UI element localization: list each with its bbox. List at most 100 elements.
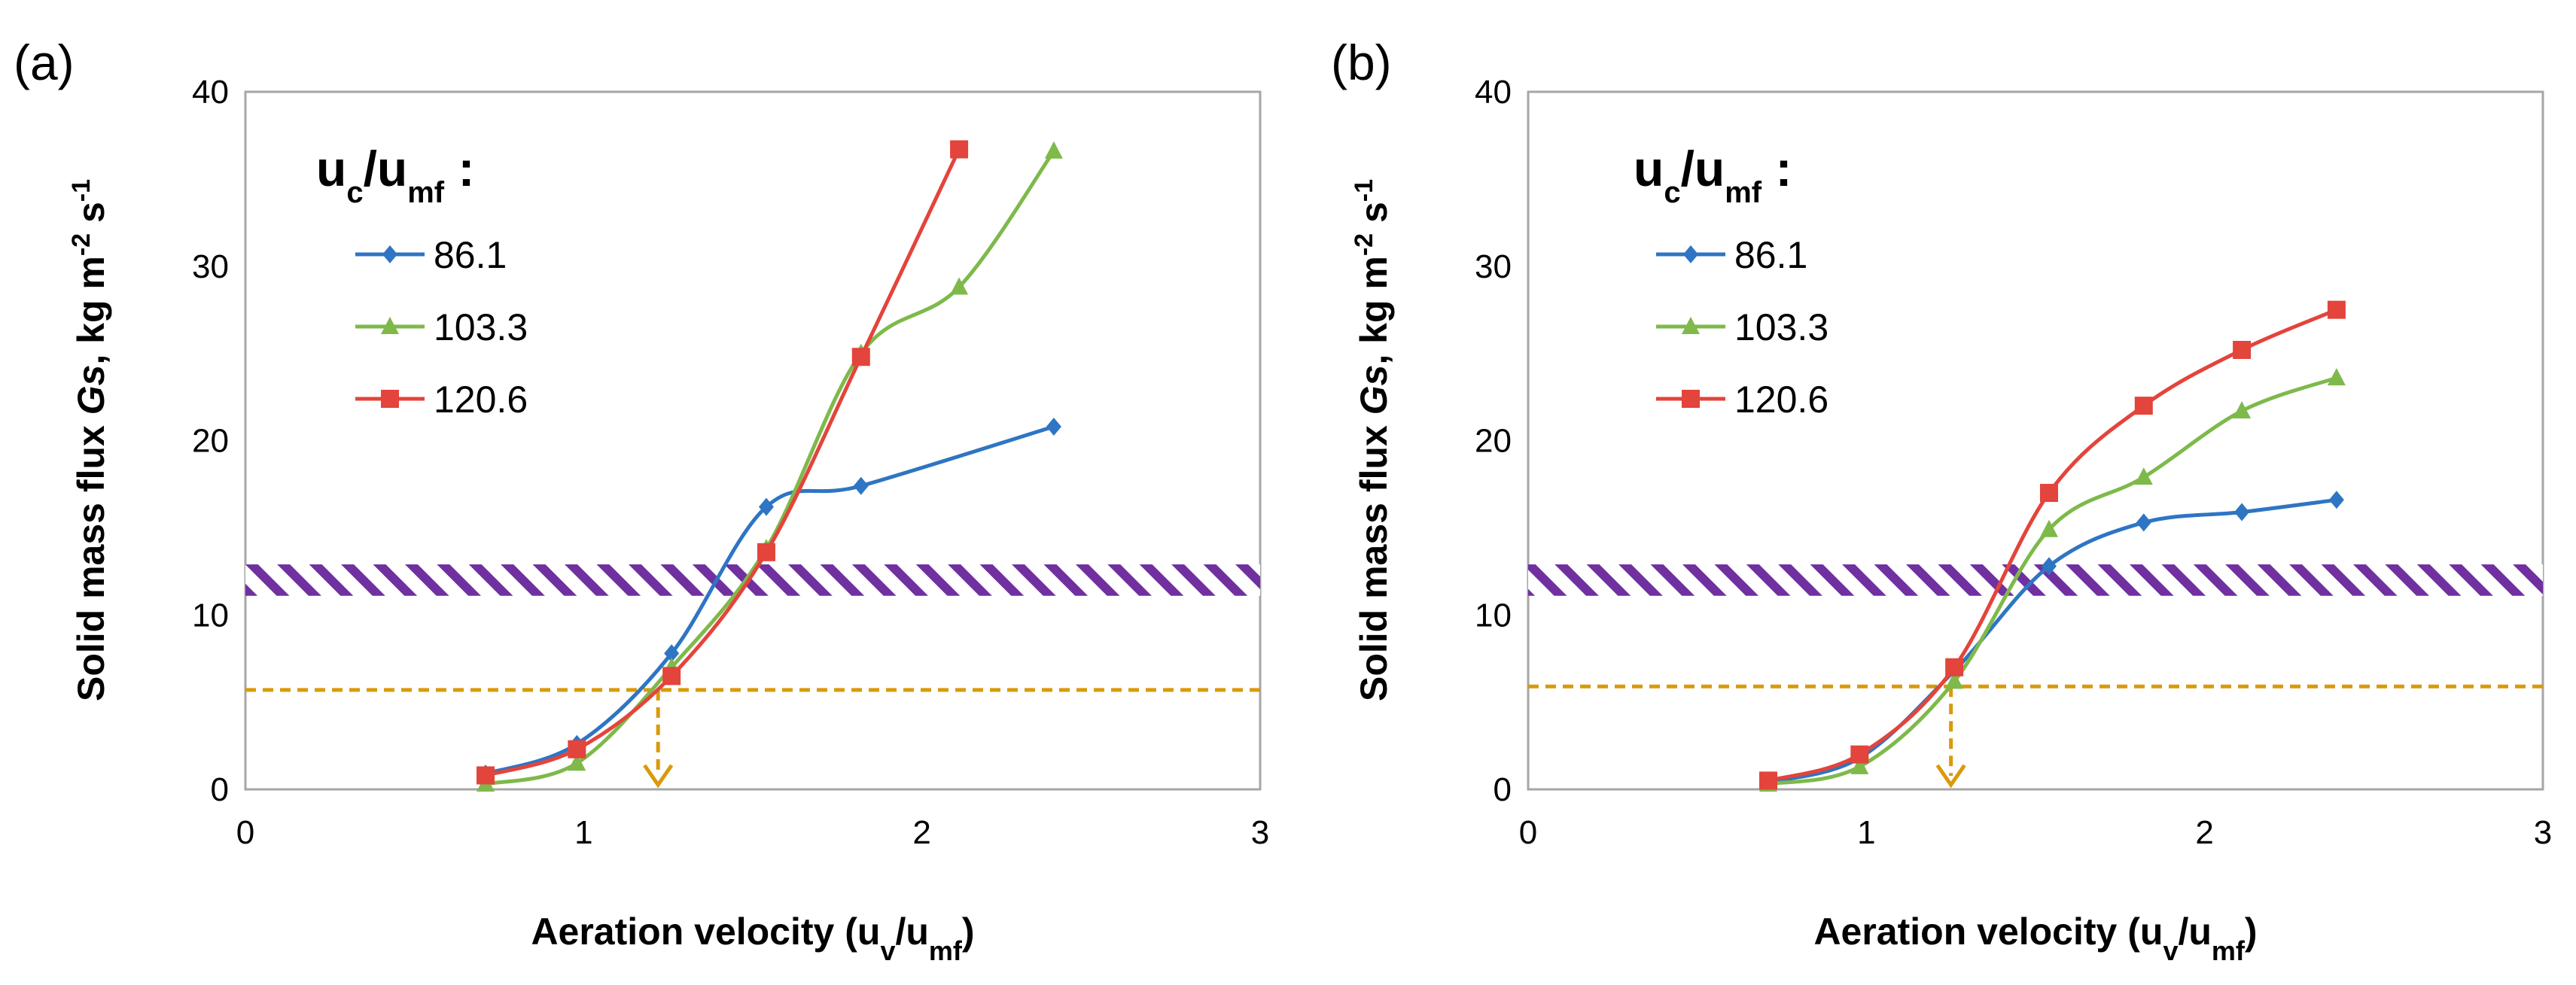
x-axis-title-end: ) bbox=[962, 911, 975, 953]
data-point-120.6 bbox=[950, 140, 969, 159]
legend-label-120.6: 120.6 bbox=[1734, 378, 1828, 421]
y-axis-title-exp2: -1 bbox=[67, 179, 96, 202]
x-axis-title-mid: /u bbox=[895, 911, 928, 953]
legend-title: uc/umf : bbox=[316, 141, 474, 209]
legend-marker-86.1 bbox=[382, 245, 397, 263]
y-tick-label: 30 bbox=[192, 248, 229, 285]
x-axis-title-end: ) bbox=[2245, 911, 2258, 953]
data-point-120.6 bbox=[1945, 658, 1964, 676]
y-tick-label: 40 bbox=[1475, 74, 1512, 111]
legend-marker-120.6 bbox=[1682, 390, 1700, 408]
x-axis-tick-labels: 0 1 2 3 bbox=[1519, 814, 2552, 851]
legend-title-mid: /u bbox=[364, 141, 408, 196]
x-axis-title-main: Aeration velocity (u bbox=[531, 911, 880, 953]
data-point-103.3 bbox=[2134, 467, 2153, 485]
legend-title-end: : bbox=[444, 141, 474, 196]
threshold-arrowhead-icon bbox=[643, 764, 674, 789]
x-tick-label: 1 bbox=[574, 814, 592, 851]
y-axis-title-exp1: -2 bbox=[1350, 233, 1378, 256]
legend-label-103.3: 103.3 bbox=[1734, 306, 1828, 348]
threshold-arrowhead-icon bbox=[1935, 764, 1966, 789]
data-point-103.3 bbox=[950, 277, 969, 295]
data-point-120.6 bbox=[662, 667, 681, 686]
y-tick-label: 40 bbox=[192, 74, 229, 111]
y-axis-title-main: Solid mass flux bbox=[1353, 415, 1395, 701]
data-point-86.1 bbox=[1046, 417, 1061, 436]
x-axis-title-mid: /u bbox=[2178, 911, 2211, 953]
legend-title-u: u bbox=[316, 141, 346, 196]
y-tick-label: 30 bbox=[1475, 248, 1512, 285]
y-axis-title-main: Solid mass flux bbox=[70, 415, 112, 701]
data-point-120.6 bbox=[2134, 397, 2153, 415]
data-point-86.1 bbox=[853, 476, 869, 495]
x-axis-tick-labels: 0 1 2 3 bbox=[236, 814, 1269, 851]
legend-title-u: u bbox=[1634, 141, 1664, 196]
y-tick-label: 20 bbox=[1475, 423, 1512, 460]
x-axis-title: Aeration velocity (uv/umf) bbox=[531, 911, 974, 966]
legend-label-103.3: 103.3 bbox=[434, 306, 528, 348]
data-point-86.1 bbox=[2328, 491, 2344, 509]
data-point-120.6 bbox=[2233, 340, 2252, 359]
legend-title: uc/umf : bbox=[1634, 141, 1792, 209]
data-point-103.3 bbox=[1044, 141, 1063, 159]
legend-title-sub1: c bbox=[346, 176, 363, 209]
x-tick-label: 2 bbox=[912, 814, 930, 851]
x-tick-label: 0 bbox=[236, 814, 254, 851]
series-lines bbox=[1759, 300, 2346, 792]
y-axis-title-s: s bbox=[1353, 202, 1395, 233]
x-tick-label: 3 bbox=[1251, 814, 1269, 851]
data-point-103.3 bbox=[2233, 401, 2252, 419]
data-point-120.6 bbox=[851, 348, 870, 366]
legend-label-86.1: 86.1 bbox=[1734, 234, 1807, 276]
x-tick-label: 0 bbox=[1519, 814, 1537, 851]
panel-label: (a) bbox=[14, 35, 75, 90]
x-axis-title-sub: v bbox=[2163, 935, 2178, 966]
data-point-103.3 bbox=[2327, 368, 2346, 386]
x-axis-title-sub2: mf bbox=[2212, 935, 2246, 966]
x-axis-title-main: Aeration velocity (u bbox=[1813, 911, 2163, 953]
data-point-103.3 bbox=[568, 753, 586, 771]
y-axis-title-units: , kg m bbox=[70, 256, 112, 364]
data-point-86.1 bbox=[664, 644, 680, 663]
y-tick-label: 20 bbox=[192, 423, 229, 460]
legend-entries: 86.1 103.3 120.6 bbox=[1656, 234, 1828, 421]
x-axis-title-sub2: mf bbox=[929, 935, 963, 966]
x-tick-label: 1 bbox=[1857, 814, 1875, 851]
panel-label: (b) bbox=[1331, 35, 1392, 90]
data-point-120.6 bbox=[477, 766, 495, 785]
legend-title-sub2: mf bbox=[1725, 176, 1762, 209]
legend-marker-103.3 bbox=[381, 317, 399, 334]
data-point-86.1 bbox=[758, 497, 774, 516]
y-axis-title-units: , kg m bbox=[1353, 256, 1395, 364]
data-point-120.6 bbox=[757, 543, 775, 561]
y-axis-title-italic: Gs bbox=[1353, 365, 1395, 415]
data-point-86.1 bbox=[2234, 503, 2250, 521]
plot-area bbox=[1527, 90, 2544, 791]
legend-marker-103.3 bbox=[1682, 317, 1700, 334]
y-tick-label: 0 bbox=[1494, 771, 1512, 808]
y-axis-tick-labels: 0 10 20 30 40 bbox=[192, 74, 229, 808]
data-point-120.6 bbox=[1759, 771, 1778, 790]
y-tick-label: 0 bbox=[211, 771, 229, 808]
data-point-86.1 bbox=[2136, 513, 2151, 532]
y-axis-title: Solid mass flux Gs, kg m-2 s-1 bbox=[67, 179, 112, 701]
series-lines bbox=[477, 140, 1063, 792]
panel-b: (b) 0 10 20 30 40 0 1 2 3 Aeration veloc… bbox=[1331, 35, 2552, 966]
data-point-103.3 bbox=[1945, 671, 1964, 689]
y-axis-title-exp1: -2 bbox=[67, 233, 96, 256]
y-axis-title-s: s bbox=[70, 202, 112, 233]
data-point-86.1 bbox=[2041, 557, 2057, 576]
data-point-103.3 bbox=[2039, 519, 2058, 537]
data-point-120.6 bbox=[2327, 300, 2346, 319]
x-axis-title: Aeration velocity (uv/umf) bbox=[1813, 911, 2257, 966]
data-point-120.6 bbox=[1850, 745, 1869, 764]
x-tick-label: 3 bbox=[2534, 814, 2552, 851]
legend-marker-86.1 bbox=[1683, 245, 1698, 263]
legend-label-86.1: 86.1 bbox=[434, 234, 507, 276]
y-tick-label: 10 bbox=[1475, 597, 1512, 634]
legend-title-sub1: c bbox=[1664, 176, 1680, 209]
y-axis-tick-labels: 0 10 20 30 40 bbox=[1475, 74, 1512, 808]
legend-marker-120.6 bbox=[381, 390, 399, 408]
legend-title-mid: /u bbox=[1681, 141, 1725, 196]
